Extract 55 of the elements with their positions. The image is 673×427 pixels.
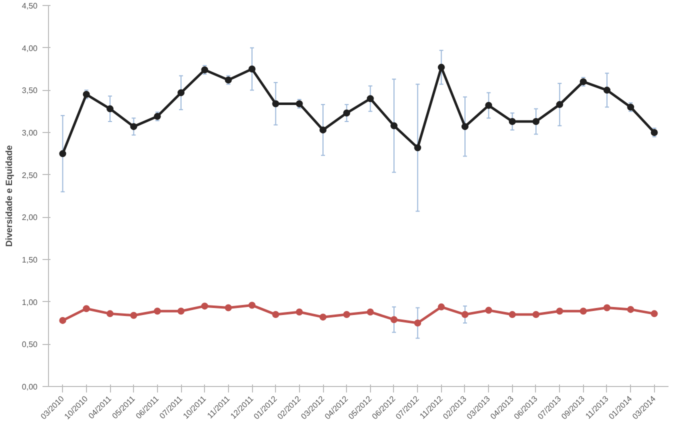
point — [82, 305, 90, 312]
point — [178, 89, 185, 96]
point — [508, 311, 516, 318]
point — [461, 123, 468, 130]
point — [296, 308, 303, 316]
point — [650, 310, 658, 318]
point — [485, 102, 492, 109]
y-tick-label: 2,50 — [22, 170, 38, 180]
point — [414, 320, 422, 326]
point — [320, 126, 327, 134]
y-tick-label: 0,00 — [22, 382, 38, 392]
point — [508, 118, 516, 125]
point — [130, 312, 138, 319]
y-tick-label: 4,50 — [22, 2, 38, 10]
point — [59, 150, 66, 158]
point — [627, 306, 634, 313]
point — [224, 304, 232, 312]
y-tick-label: 3,00 — [22, 128, 38, 138]
point — [366, 308, 374, 316]
y-tick-label: 1,00 — [22, 298, 38, 307]
point — [106, 105, 114, 112]
point — [556, 308, 564, 315]
point — [366, 95, 374, 102]
y-axis-title: Diversidade e Equidade — [4, 145, 14, 247]
y-tick-label: 3,50 — [22, 86, 38, 96]
point — [580, 308, 587, 315]
y-tick-label: 4,00 — [22, 44, 38, 53]
point — [343, 110, 350, 117]
point — [272, 311, 280, 318]
point — [272, 100, 280, 108]
point — [248, 302, 256, 309]
point — [603, 304, 610, 312]
y-tick-label: 1,50 — [22, 256, 38, 264]
point — [320, 314, 327, 321]
point — [603, 86, 610, 94]
y-tick-label: 0,50 — [22, 340, 38, 350]
point — [461, 311, 468, 318]
point — [248, 66, 256, 72]
point — [178, 308, 185, 315]
point — [532, 311, 540, 318]
point — [59, 316, 66, 324]
point — [154, 308, 161, 315]
point — [343, 311, 350, 318]
point — [532, 118, 540, 125]
point — [556, 101, 564, 108]
point — [485, 306, 492, 314]
point — [390, 316, 398, 324]
point — [201, 302, 208, 310]
point — [390, 122, 398, 130]
point — [130, 123, 138, 130]
point — [106, 310, 114, 318]
point — [414, 144, 422, 152]
point — [438, 64, 445, 71]
y-tick-label: 2,00 — [22, 213, 38, 222]
point — [438, 303, 445, 310]
